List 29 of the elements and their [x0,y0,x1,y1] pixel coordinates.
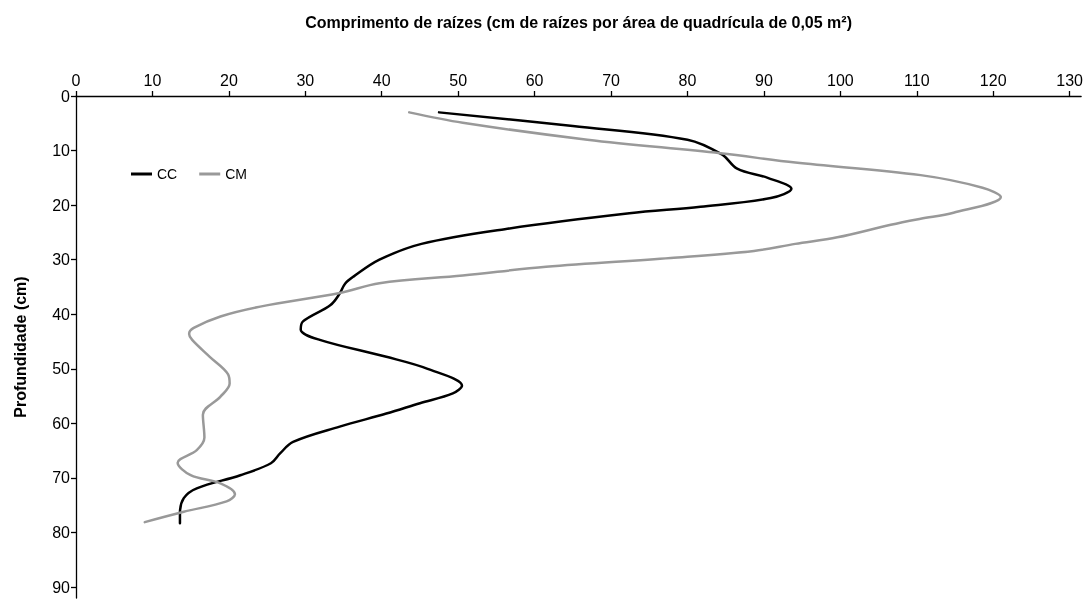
x-tick-label: 40 [372,71,391,89]
y-tick-label: 30 [52,251,71,269]
y-tick-label: 20 [52,196,71,214]
y-tick-label: 80 [52,524,71,542]
y-tick-label: 10 [52,142,71,160]
x-tick-label: 60 [525,71,544,89]
line-series [178,111,793,525]
x-tick-label: 80 [678,71,697,89]
y-tick-label: 70 [52,469,71,487]
x-tick-label: 10 [143,71,162,89]
y-tick-label: 0 [61,87,71,105]
y-tick-label: 60 [52,414,71,432]
x-tick-label: 100 [827,71,854,89]
x-tick-label: 20 [219,71,238,89]
x-tick-label: 90 [755,71,773,89]
y-tick-label: 90 [52,578,71,596]
x-tick-label: 110 [904,71,930,89]
x-tick-label: 130 [1056,71,1084,89]
line-series [143,111,1003,524]
y-tick-label: 40 [52,305,71,323]
legend-label: CM [225,166,247,182]
x-tick-label: 70 [602,71,621,89]
x-tick-label: 50 [449,71,468,89]
y-axis-title: Profundidade (cm) [11,276,29,418]
x-tick-label: 30 [296,71,315,89]
y-tick-label: 50 [52,360,71,378]
legend-label: CC [157,166,178,182]
x-axis-title: Comprimento de raízes (cm de raízes por área de quadrícula de 0,05 m²) [305,13,852,31]
x-tick-label: 120 [979,71,1007,89]
